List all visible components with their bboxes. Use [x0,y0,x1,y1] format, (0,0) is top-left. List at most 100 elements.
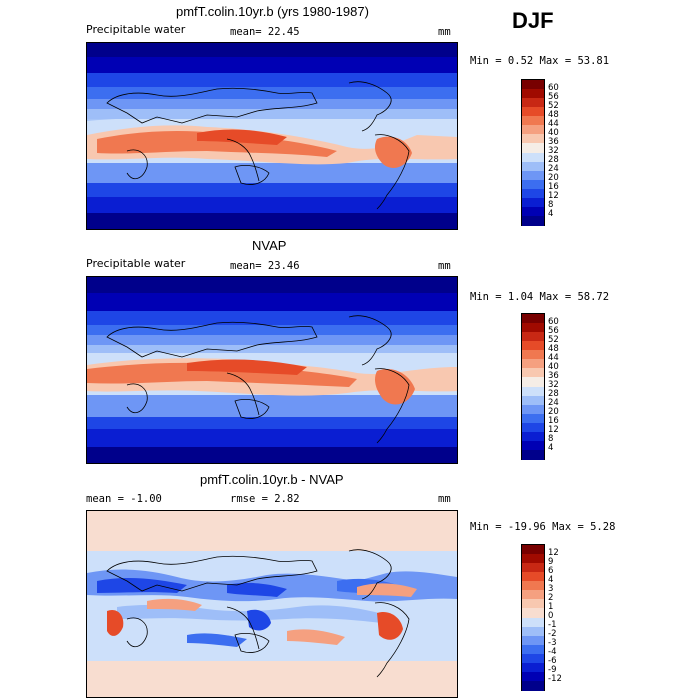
panel1-title: pmfT.colin.10yr.b (yrs 1980-1987) [176,4,369,19]
colorbar-swatch [522,449,544,460]
panel2-tick: 4 [548,443,554,453]
colorbar-swatch [522,581,544,591]
colorbar-swatch [522,662,544,673]
colorbar-swatch [522,617,544,628]
panel2-tick: 8 [548,434,554,444]
colorbar-swatch [522,188,544,199]
panel2-title: NVAP [252,238,287,253]
colorbar-swatch [522,626,544,637]
panel3-tick: 12 [548,548,559,558]
panel2-field-label: Precipitable water [86,257,186,270]
colorbar-swatch [522,590,544,600]
colorbar-swatch [522,404,544,415]
panel2-colorbar [521,313,545,460]
colorbar-swatch [522,359,544,369]
panel1-tick: 20 [548,173,559,183]
colorbar-swatch [522,644,544,655]
colorbar-swatch [522,554,544,564]
panel2-tick: 24 [548,398,559,408]
panel2-tick: 40 [548,362,559,372]
panel1-tick: 40 [548,128,559,138]
panel1-tick: 36 [548,137,559,147]
panel1-units: mm [438,26,451,38]
panel3-tick: -12 [548,674,562,684]
panel1-tick: 56 [548,92,559,102]
panel2-tick: 12 [548,425,559,435]
colorbar-swatch [522,170,544,181]
panel3-minmax: Min = -19.96 Max = 5.28 [470,521,616,533]
colorbar-swatch [522,314,544,324]
colorbar-swatch [522,563,544,573]
colorbar-swatch [522,395,544,406]
panel3-tick: -6 [548,656,557,666]
colorbar-swatch [522,608,544,618]
panel3-tick: 2 [548,593,554,603]
colorbar-swatch [522,368,544,378]
panel1-tick: 28 [548,155,559,165]
colorbar-swatch [522,134,544,144]
panel1-tick: 44 [548,119,559,129]
panel2-tick: 32 [548,380,559,390]
panel1-tick: 4 [548,209,554,219]
colorbar-swatch [522,143,544,153]
colorbar-swatch [522,341,544,351]
panel1-tick: 48 [548,110,559,120]
colorbar-swatch [522,107,544,117]
panel1-tick: 32 [548,146,559,156]
panel3-tick: 6 [548,566,554,576]
colorbar-swatch [522,413,544,424]
colorbar-swatch [522,206,544,217]
panel1-map [86,42,458,230]
colorbar-swatch [522,80,544,90]
panel1-tick: 8 [548,200,554,210]
panel2-tick: 60 [548,317,559,327]
colorbar-swatch [522,350,544,360]
panel3-tick: 0 [548,611,554,621]
panel3-mean: mean = -1.00 [86,493,162,505]
colorbar-swatch [522,332,544,342]
panel2-tick: 36 [548,371,559,381]
panel2-tick: 20 [548,407,559,417]
panel2-mean: mean= 23.46 [230,260,300,272]
panel3-units: mm [438,493,451,505]
colorbar-swatch [522,431,544,442]
panel3-tick: 9 [548,557,554,567]
panel1-tick: 16 [548,182,559,192]
panel2-tick: 16 [548,416,559,426]
panel3-map [86,510,458,698]
colorbar-swatch [522,98,544,108]
colorbar-swatch [522,161,544,172]
colorbar-swatch [522,440,544,451]
colorbar-swatch [522,680,544,691]
panel1-tick: 24 [548,164,559,174]
colorbar-swatch [522,179,544,190]
panel3-tick: -1 [548,620,557,630]
panel2-tick: 28 [548,389,559,399]
colorbar-swatch [522,422,544,433]
panel1-tick: 60 [548,83,559,93]
panel3-rmse: rmse = 2.82 [230,493,300,505]
colorbar-swatch [522,599,544,609]
colorbar-swatch [522,152,544,163]
panel1-tick: 52 [548,101,559,111]
colorbar-swatch [522,197,544,208]
panel3-tick: -3 [548,638,557,648]
colorbar-swatch [522,125,544,135]
panel2-minmax: Min = 1.04 Max = 58.72 [470,291,610,303]
panel1-mean: mean= 22.45 [230,26,300,38]
panel2-map [86,276,458,464]
panel3-tick: -9 [548,665,557,675]
panel3-colorbar [521,544,545,691]
colorbar-swatch [522,116,544,126]
panel2-tick: 56 [548,326,559,336]
panel1-field-label: Precipitable water [86,23,186,36]
colorbar-swatch [522,386,544,397]
panel2-tick: 44 [548,353,559,363]
colorbar-swatch [522,545,544,555]
colorbar-swatch [522,653,544,664]
panel1-minmax: Min = 0.52 Max = 53.81 [470,55,610,67]
colorbar-swatch [522,89,544,99]
panel3-tick: -4 [548,647,557,657]
season-label: DJF [512,8,554,33]
panel3-tick: -2 [548,629,557,639]
